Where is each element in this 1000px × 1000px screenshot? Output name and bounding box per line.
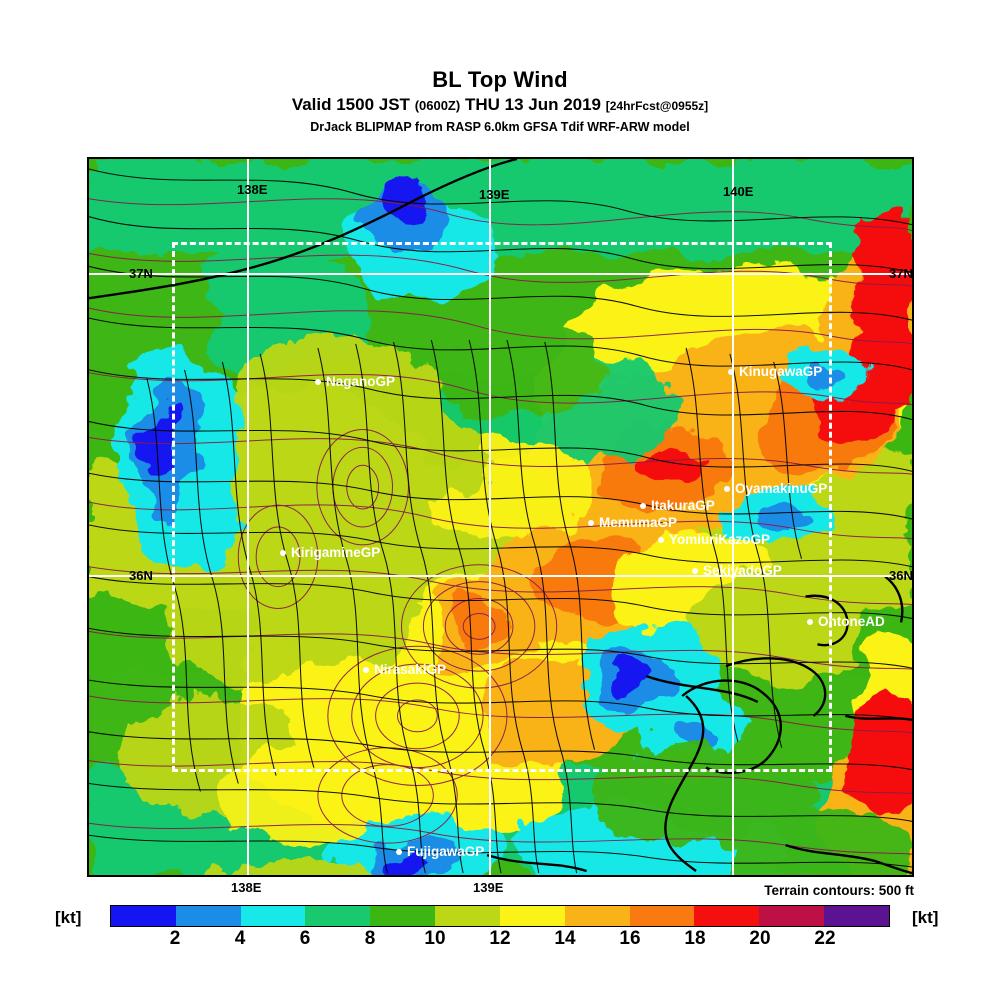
station-marker-icon [396,849,402,855]
longitude-line-139e [489,159,491,875]
station-marker-icon [588,520,594,526]
station-memumagp[interactable]: MemumaGP [588,516,677,530]
colorbar-unit-right: [kt] [912,908,939,927]
station-marker-icon [807,619,813,625]
weather-map[interactable]: 138E 139E 140E 37N 37N 36N 36N NaganoGP … [87,157,914,877]
map-label-139e-top: 139E [479,187,510,202]
station-fujigawagp[interactable]: FujigawaGP [396,845,484,859]
station-label: KirigamineGP [291,545,381,560]
station-label: ItakuraGP [651,498,715,513]
station-marker-icon [640,503,646,509]
valid-time-utc: (0600Z) [414,98,461,113]
station-marker-icon [280,550,286,556]
station-label: SekiyadoGP [703,563,782,578]
map-label-37n-left: 37N [129,266,153,281]
station-marker-icon [728,369,734,375]
colorbar-segment-0-2 [111,906,176,926]
wind-speed-field [89,159,912,875]
valid-time: Valid 1500 JST [291,95,410,114]
colorbar-segment-6-8 [305,906,371,926]
colorbar-tick-6: 6 [299,928,311,949]
colorbar-segment-8-10 [370,906,436,926]
station-marker-icon [692,568,698,574]
station-label: YomiuriKazoGP [669,532,771,547]
station-marker-icon [363,667,369,673]
page-title: BL Top Wind [432,67,568,92]
station-nirasakigp[interactable]: NirasakiGP [363,663,446,677]
station-kinugawagp[interactable]: KinugawaGP [728,365,822,379]
colorbar-segment-22-24 [824,906,889,926]
colorbar-tick-18: 18 [684,928,706,949]
latitude-line-36n [89,575,912,577]
colorbar-tick-16: 16 [619,928,641,949]
station-itakuragp[interactable]: ItakuraGP [640,499,715,513]
valid-time-line: Valid 1500 JST (0600Z) THU 13 Jun 2019 [… [0,94,1000,117]
station-naganogp[interactable]: NaganoGP [315,375,395,389]
map-label-139e-bottom: 139E [473,880,504,895]
latitude-line-37n [89,273,912,275]
map-label-140e-top: 140E [723,184,754,199]
colorbar-segment-2-4 [175,906,241,926]
colorbar-segment-10-12 [435,906,500,926]
station-label: NirasakiGP [374,662,447,677]
colorbar-segment-12-14 [499,906,565,926]
map-label-138e-bottom: 138E [231,880,262,895]
colorbar-tick-4: 4 [234,928,246,949]
station-oyamakinugp[interactable]: OyamakinuGP [724,482,827,496]
colorbar-tick-10: 10 [424,928,446,949]
colorbar-tick-20: 20 [749,928,771,949]
station-marker-icon [724,486,730,492]
station-label: NaganoGP [326,374,396,389]
colorbar-tick-12: 12 [489,928,511,949]
header-block: BL Top Wind Valid 1500 JST (0600Z) THU 1… [0,68,1000,136]
station-yomiurikazogp[interactable]: YomiuriKazoGP [658,533,770,547]
colorbar-tick-22: 22 [814,928,836,949]
station-ohtonead[interactable]: OhtoneAD [807,615,885,629]
forecast-tag: [24hrFcst@0955z] [605,99,709,113]
colorbar-segment-4-6 [240,906,306,926]
station-marker-icon [658,537,664,543]
colorbar-tick-8: 8 [364,928,376,949]
station-label: FujigawaGP [407,844,485,859]
colorbar-segment-18-20 [694,906,760,926]
station-label: MemumaGP [599,515,678,530]
station-marker-icon [315,379,321,385]
station-label: OyamakinuGP [735,481,828,496]
map-label-36n-left: 36N [129,568,153,583]
model-source-line: DrJack BLIPMAP from RASP 6.0km GFSA Tdif… [310,120,690,134]
map-label-138e-top: 138E [237,182,268,197]
wind-speed-colorbar[interactable] [110,905,890,927]
wind-streamlines [89,168,912,874]
colorbar-unit-left: [kt] [55,908,82,927]
colorbar-tick-14: 14 [554,928,576,949]
subdomain-selection-box[interactable] [172,242,832,772]
map-label-36n-right: 36N [889,568,913,583]
station-sekiyadogp[interactable]: SekiyadoGP [692,564,782,578]
colorbar-segment-16-18 [629,906,695,926]
longitude-line-138e [247,159,249,875]
colorbar-segment-20-22 [759,906,825,926]
colorbar-segment-14-16 [564,906,630,926]
station-label: KinugawaGP [739,364,823,379]
valid-date: THU 13 Jun 2019 [464,95,602,114]
station-label: OhtoneAD [818,614,885,629]
station-kirigaminegp[interactable]: KirigamineGP [280,546,380,560]
map-label-37n-right: 37N [889,266,913,281]
colorbar-tick-2: 2 [169,928,181,949]
longitude-line-140e [732,159,734,875]
terrain-contour-note: Terrain contours: 500 ft [764,883,914,898]
